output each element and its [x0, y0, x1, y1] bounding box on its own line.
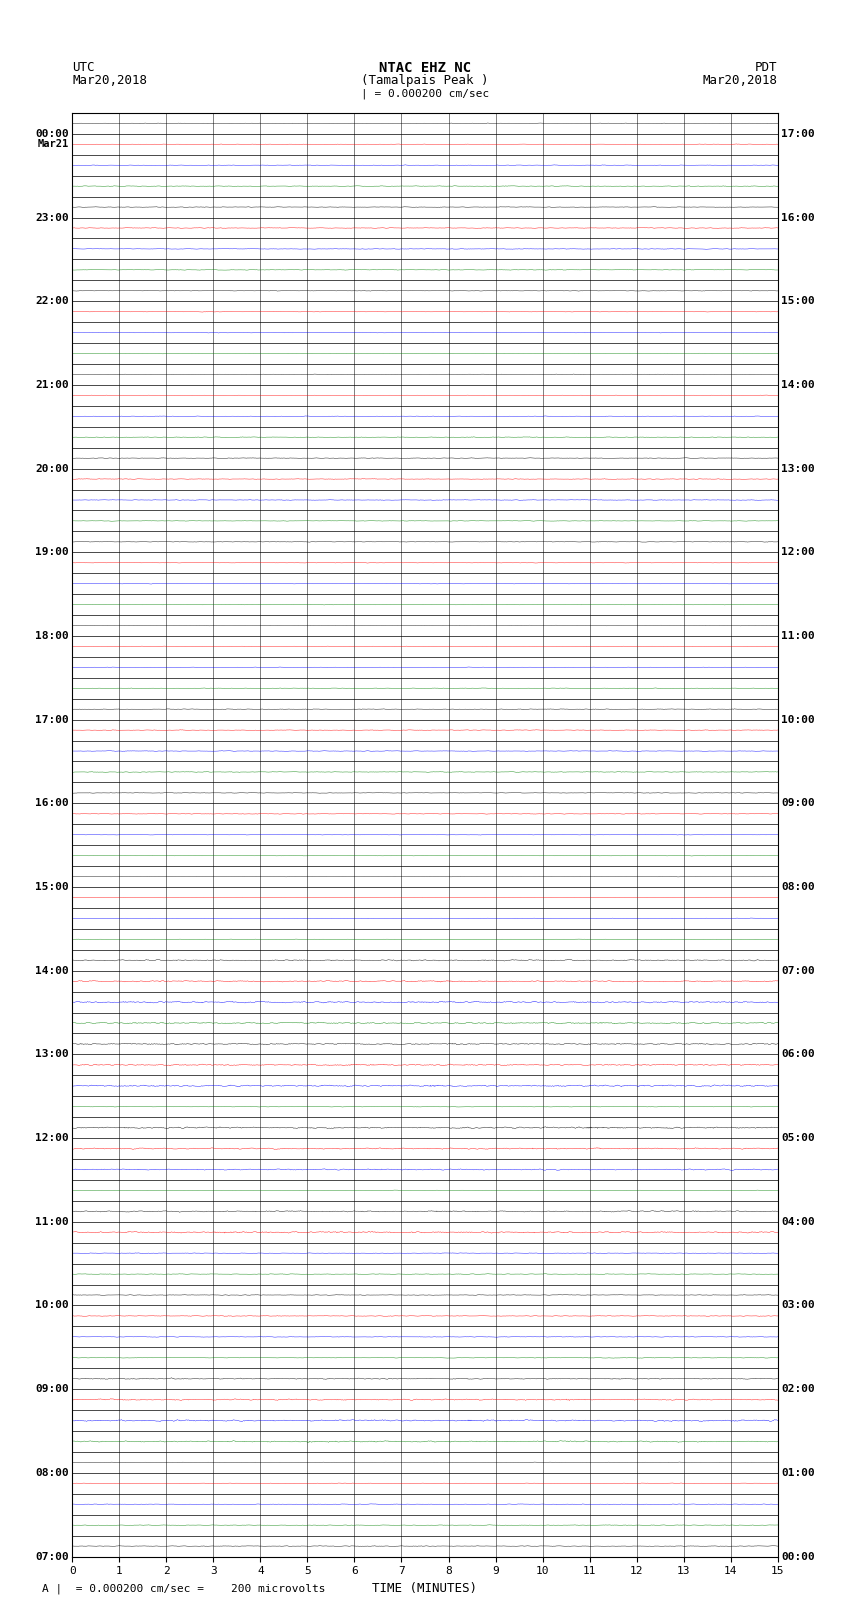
Text: 11:00: 11:00 [35, 1216, 69, 1227]
Text: 07:00: 07:00 [35, 1552, 69, 1561]
Text: 15:00: 15:00 [781, 297, 815, 306]
Text: A |  = 0.000200 cm/sec =    200 microvolts: A | = 0.000200 cm/sec = 200 microvolts [42, 1584, 326, 1594]
Text: 10:00: 10:00 [35, 1300, 69, 1310]
Text: NTAC EHZ NC: NTAC EHZ NC [379, 61, 471, 74]
Text: 19:00: 19:00 [35, 547, 69, 556]
Text: 04:00: 04:00 [781, 1216, 815, 1227]
Text: 12:00: 12:00 [781, 547, 815, 556]
Text: Mar20,2018: Mar20,2018 [72, 74, 147, 87]
Text: 09:00: 09:00 [781, 798, 815, 808]
Text: 16:00: 16:00 [35, 798, 69, 808]
Text: Mar21: Mar21 [37, 139, 69, 150]
Text: UTC: UTC [72, 61, 94, 74]
Text: 00:00: 00:00 [781, 1552, 815, 1561]
X-axis label: TIME (MINUTES): TIME (MINUTES) [372, 1582, 478, 1595]
Text: 00:00: 00:00 [35, 129, 69, 139]
Text: 08:00: 08:00 [35, 1468, 69, 1478]
Text: 06:00: 06:00 [781, 1050, 815, 1060]
Text: 13:00: 13:00 [781, 463, 815, 474]
Text: 03:00: 03:00 [781, 1300, 815, 1310]
Text: 21:00: 21:00 [35, 381, 69, 390]
Text: 02:00: 02:00 [781, 1384, 815, 1394]
Text: 09:00: 09:00 [35, 1384, 69, 1394]
Text: 07:00: 07:00 [781, 966, 815, 976]
Text: 11:00: 11:00 [781, 631, 815, 640]
Text: | = 0.000200 cm/sec: | = 0.000200 cm/sec [361, 89, 489, 98]
Text: 12:00: 12:00 [35, 1132, 69, 1144]
Text: 20:00: 20:00 [35, 463, 69, 474]
Text: 14:00: 14:00 [781, 381, 815, 390]
Text: (Tamalpais Peak ): (Tamalpais Peak ) [361, 74, 489, 87]
Text: 05:00: 05:00 [781, 1132, 815, 1144]
Text: 16:00: 16:00 [781, 213, 815, 223]
Text: 17:00: 17:00 [35, 715, 69, 724]
Text: 22:00: 22:00 [35, 297, 69, 306]
Text: 23:00: 23:00 [35, 213, 69, 223]
Text: 15:00: 15:00 [35, 882, 69, 892]
Text: 01:00: 01:00 [781, 1468, 815, 1478]
Text: PDT: PDT [756, 61, 778, 74]
Text: 17:00: 17:00 [781, 129, 815, 139]
Text: 18:00: 18:00 [35, 631, 69, 640]
Text: 10:00: 10:00 [781, 715, 815, 724]
Text: 13:00: 13:00 [35, 1050, 69, 1060]
Text: 14:00: 14:00 [35, 966, 69, 976]
Text: 08:00: 08:00 [781, 882, 815, 892]
Text: Mar20,2018: Mar20,2018 [703, 74, 778, 87]
